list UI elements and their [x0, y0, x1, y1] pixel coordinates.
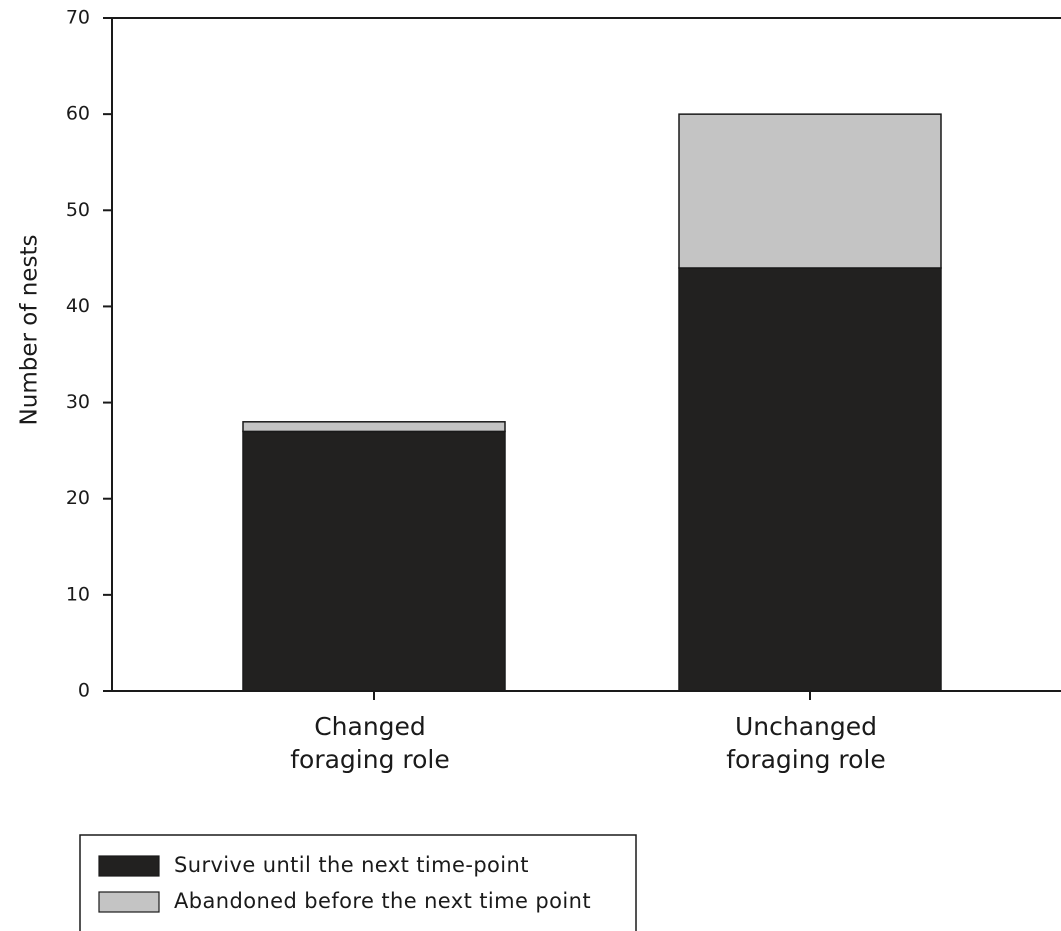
y-tick-label: 60 [66, 103, 90, 125]
x-category-label: foraging role [290, 745, 450, 774]
bars [242, 113, 942, 692]
legend-frame [79, 834, 637, 931]
x-category-label: Changed [314, 712, 426, 741]
bar-segment-abandoned [678, 113, 942, 269]
legend-label: Survive until the next time-point [174, 853, 529, 877]
y-tick-label: 10 [66, 583, 90, 605]
legend-label: Abandoned before the next time point [174, 889, 591, 913]
y-tick-label: 20 [66, 487, 90, 509]
legend-swatch [98, 855, 160, 877]
bar-segment-survive [678, 267, 942, 692]
x-ticks: Changed foraging role Unchanged foraging ro… [290, 691, 886, 774]
y-tick-label: 40 [66, 295, 90, 317]
x-category-label: foraging role [726, 745, 886, 774]
axes [111, 17, 1061, 692]
legend: Survive until the next time-point Abandon… [79, 834, 637, 931]
y-tick-label: 0 [78, 680, 90, 702]
y-tick-label: 30 [66, 391, 90, 413]
y-tick-label: 50 [66, 199, 90, 221]
x-category-label: Unchanged [735, 712, 877, 741]
bar-segment-abandoned [242, 421, 506, 433]
y-axis-label: Number of nests [17, 235, 43, 426]
bar-segment-survive [242, 430, 506, 692]
legend-swatch [98, 891, 160, 913]
y-tick-label: 70 [66, 7, 90, 29]
y-ticks: 0 10 20 30 40 50 60 70 [66, 7, 112, 702]
